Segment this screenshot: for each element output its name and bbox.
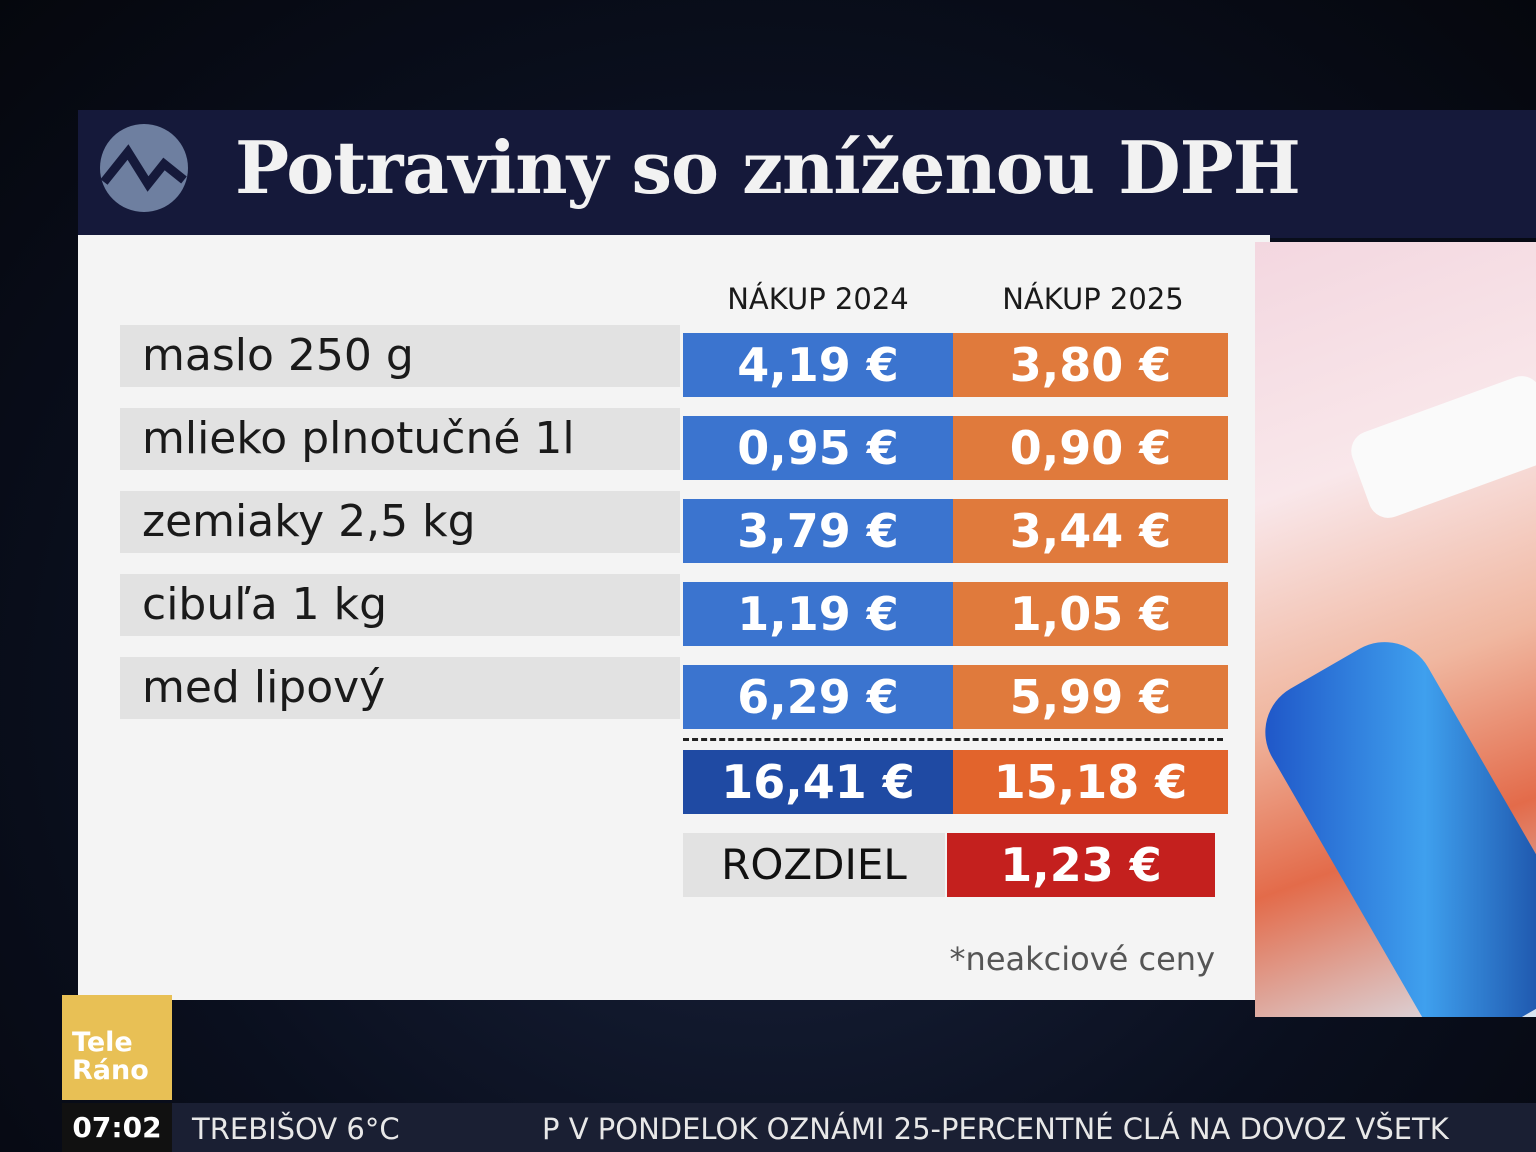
price-2025: 0,90 € [953,416,1228,480]
price-2024: 6,29 € [683,665,953,729]
total-2024: 16,41 € [683,750,953,814]
row-label: mlieko plnotučné 1l [120,408,680,470]
row-label: zemiaky 2,5 kg [120,491,680,553]
price-2024: 1,19 € [683,582,953,646]
logo-text: Tele [72,1027,133,1058]
price-2025: 5,99 € [953,665,1228,729]
divider [683,738,1223,741]
price-2024: 0,95 € [683,416,953,480]
row-label: maslo 250 g [120,325,680,387]
total-2025: 15,18 € [953,750,1228,814]
row-label: med lipový [120,657,680,719]
difference-value: 1,23 € [947,833,1215,897]
column-header: NÁKUP 2025 [1002,282,1184,316]
price-2025: 3,44 € [953,499,1228,563]
price-2025: 1,05 € [953,582,1228,646]
logo-box: Tele Ráno [62,995,172,1100]
column-header: NÁKUP 2024 [727,282,909,316]
ticker-time: 07:02 [62,1103,172,1152]
ticker-bar: TREBIŠOV 6°C P V PONDELOK OZNÁMI 25-PERC… [172,1103,1536,1152]
ticker-weather: TREBIŠOV 6°C [192,1112,400,1146]
logo-text: Ráno [72,1055,149,1086]
difference-label: ROZDIEL [683,833,945,897]
row-label: cibuľa 1 kg [120,574,680,636]
title-bar [78,110,1536,238]
price-2024: 4,19 € [683,333,953,397]
logo-icon [100,124,188,212]
note: *neakciové ceny [949,940,1215,978]
title: Potraviny so zníženou DPH [235,125,1301,210]
ticker-news: P V PONDELOK OZNÁMI 25-PERCENTNÉ CLÁ NA … [542,1112,1449,1146]
price-2024: 3,79 € [683,499,953,563]
price-2025: 3,80 € [953,333,1228,397]
photo [1255,242,1536,1017]
